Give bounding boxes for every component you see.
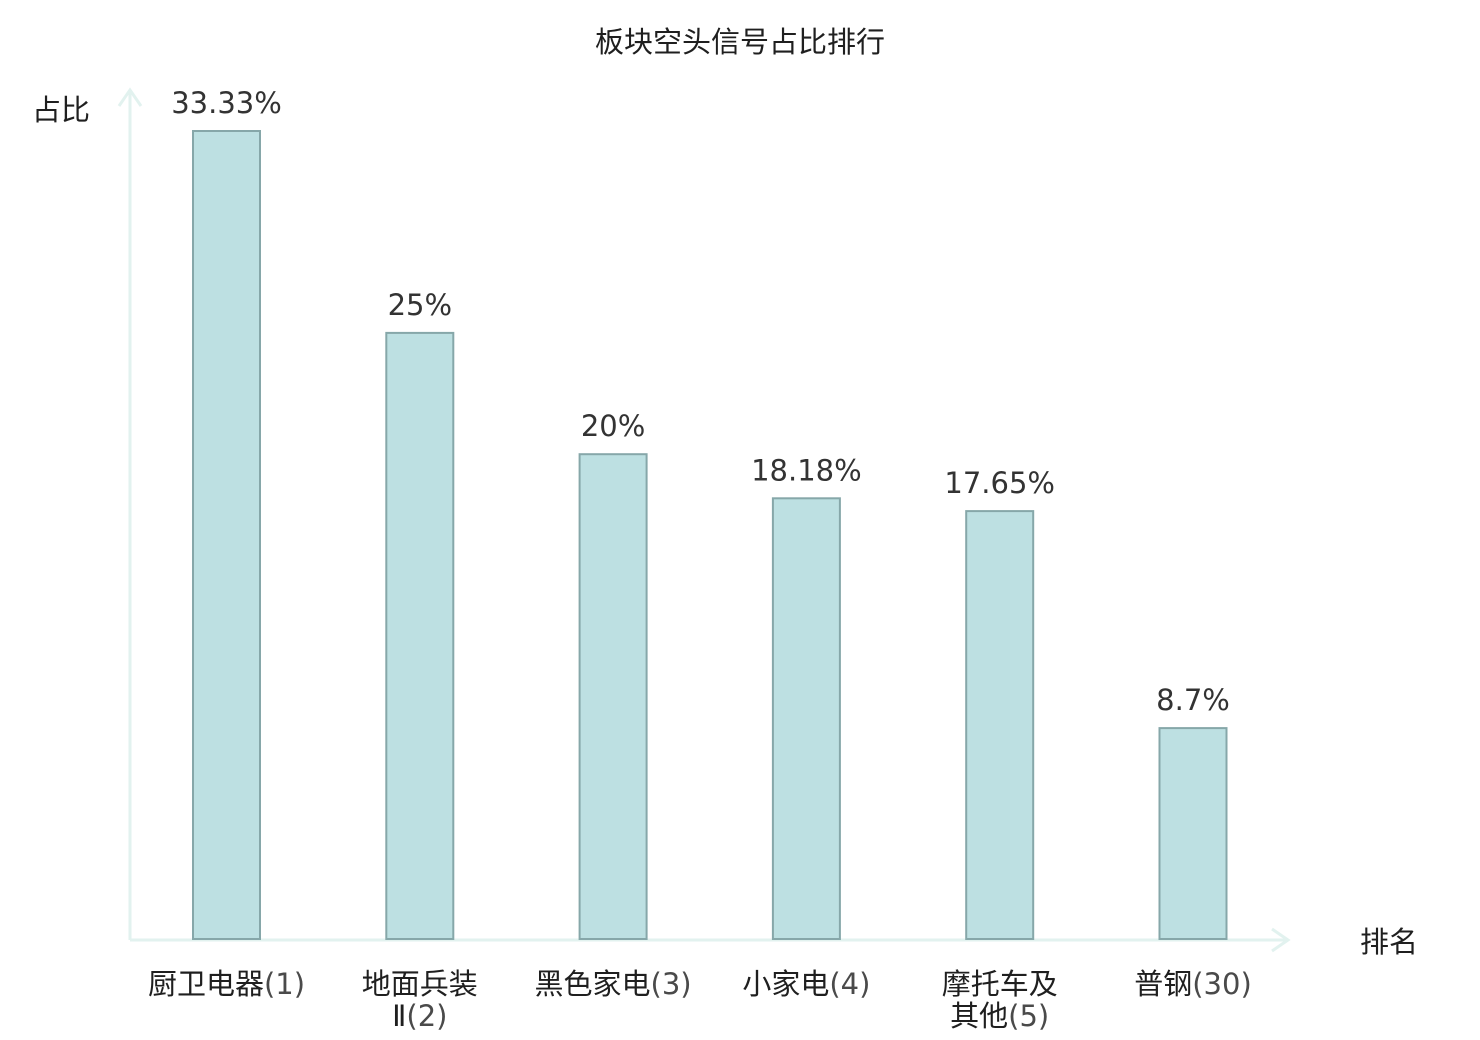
x-tick-name-5-2: 其他 [950,999,1008,1033]
chart-title: 板块空头信号占比排行 [595,25,885,59]
bar-3 [578,453,648,940]
x-tick-name-2-2: Ⅱ [392,999,406,1033]
value-labels-group: 33.33% 25% 20% 18.18% 17.65% 8.7% [171,86,1230,717]
bar-4 [771,497,841,940]
x-tick-label-5-line-2: 其他(5) [950,999,1049,1033]
x-tick-rank-5: (5) [1008,999,1049,1033]
value-label-2: 25% [388,288,452,322]
x-tick-label-4: 小家电(4) [742,967,870,1001]
x-tick-name-5-1: 摩托车及 [942,967,1058,1001]
value-label-1: 33.33% [171,86,282,120]
x-tick-label-3: 黑色家电(3) [535,967,692,1001]
x-tick-name-2-1: 地面兵装 [362,967,478,1001]
x-tick-label-2-line-2: Ⅱ(2) [392,999,447,1033]
value-label-6: 8.7% [1156,683,1230,717]
x-tick-name-1-1: 厨卫电器 [148,967,264,1001]
x-tick-label-2-line-1: 地面兵装 [362,967,478,1001]
x-tick-label-1: 厨卫电器(1) [148,967,305,1001]
x-axis [130,927,1291,953]
bars-group [192,130,1228,940]
value-label-4: 18.18% [751,453,862,487]
x-tick-rank-1: (1) [264,967,305,1001]
x-tick-rank-6: (30) [1192,967,1252,1001]
y-axis-label: 占比 [32,93,90,127]
x-tick-name-3-1: 黑色家电 [535,967,651,1001]
x-tick-name-4-1: 小家电 [742,967,829,1001]
x-tick-label-5-line-1: 摩托车及 [942,967,1058,1001]
value-label-5: 17.65% [944,466,1055,500]
bar-6 [1158,727,1228,940]
x-tick-rank-3: (3) [651,967,692,1001]
x-tick-name-6-1: 普钢 [1134,967,1192,1001]
value-label-3: 20% [581,409,645,443]
bar-2 [385,331,455,940]
bar-1 [192,130,261,940]
x-tick-rank-2: (2) [406,999,447,1033]
x-axis-label: 排名 [1360,925,1418,959]
x-tick-label-6: 普钢(30) [1134,967,1252,1001]
x-tick-rank-4: (4) [829,967,870,1001]
y-axis [117,87,143,940]
bar-5 [965,510,1035,940]
